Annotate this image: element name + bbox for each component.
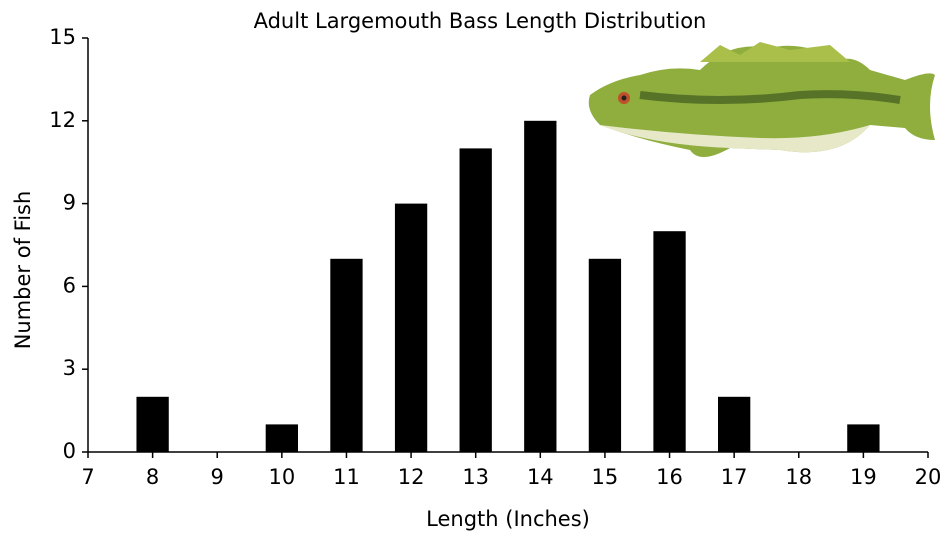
- chart-title: Adult Largemouth Bass Length Distributio…: [254, 9, 707, 33]
- bar: [718, 397, 750, 452]
- x-tick-label: 20: [915, 465, 942, 489]
- bar: [330, 259, 362, 452]
- x-tick-label: 18: [785, 465, 812, 489]
- x-tick-label: 11: [333, 465, 360, 489]
- x-tick-label: 19: [850, 465, 877, 489]
- y-tick-label: 12: [49, 108, 76, 132]
- x-tick-label: 12: [398, 465, 425, 489]
- y-tick-label: 15: [49, 25, 76, 49]
- x-tick-label: 14: [527, 465, 554, 489]
- x-tick-label: 15: [592, 465, 619, 489]
- y-tick-label: 6: [63, 273, 76, 297]
- bar: [653, 231, 685, 452]
- bar: [847, 424, 879, 452]
- y-tick-label: 9: [63, 191, 76, 215]
- x-tick-label: 10: [268, 465, 295, 489]
- x-tick-label: 13: [462, 465, 489, 489]
- bar: [266, 424, 298, 452]
- y-axis-label: Number of Fish: [11, 191, 35, 350]
- x-axis-label: Length (Inches): [426, 507, 590, 531]
- bar: [589, 259, 621, 452]
- x-tick-label: 16: [656, 465, 683, 489]
- x-tick-label: 9: [211, 465, 224, 489]
- x-tick-label: 8: [146, 465, 159, 489]
- fish-illustration: [589, 42, 935, 157]
- bar: [136, 397, 168, 452]
- x-tick-label: 7: [81, 465, 94, 489]
- y-tick-label: 0: [63, 439, 76, 463]
- bar: [460, 148, 492, 452]
- y-tick-label: 3: [63, 356, 76, 380]
- x-tick-label: 17: [721, 465, 748, 489]
- bar: [524, 121, 556, 452]
- chart: Adult Largemouth Bass Length Distributio…: [0, 0, 945, 536]
- bar: [395, 204, 427, 452]
